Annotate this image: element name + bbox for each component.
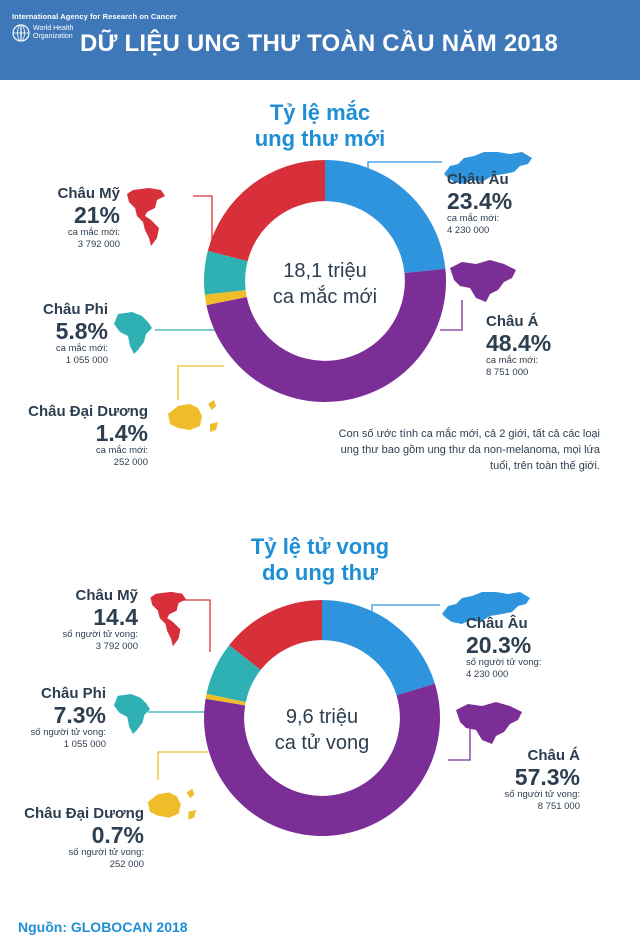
- mortality-europe-name: Châu Âu: [466, 615, 528, 632]
- incidence-asia-pct: 48.4%: [486, 330, 552, 356]
- incidence-africa-num: 1 055 000: [65, 355, 108, 366]
- incidence-label-asia: Châu Á 48.4% ca mắc mới: 8 751 000: [486, 312, 606, 379]
- oceania-map-icon: [147, 788, 197, 820]
- mortality-oceania-num: 252 000: [109, 859, 144, 870]
- oceania-map-icon: [168, 400, 218, 432]
- mortality-africa-name: Châu Phi: [40, 685, 106, 702]
- source-text: Nguồn: GLOBOCAN 2018: [18, 919, 188, 935]
- mortality-oceania-name: Châu Đại Dương: [24, 805, 144, 822]
- incidence-europe-pct: 23.4%: [447, 188, 513, 214]
- incidence-title-line2: ung thư mới: [254, 126, 386, 151]
- incidence-americas-name: Châu Mỹ: [57, 185, 120, 202]
- who-globe-logo: [12, 24, 30, 42]
- incidence-asia-leader: [440, 300, 463, 331]
- mortality-europe-num: 4 230 000: [466, 669, 509, 680]
- incidence-asia-name: Châu Á: [486, 313, 539, 330]
- mortality-slice-asia: [204, 683, 440, 836]
- incidence-center-line2: ca mắc mới: [272, 286, 378, 308]
- mortality-slice-oceania: [205, 693, 246, 706]
- incidence-label-oceania: Châu Đại Dương 1.4% ca mắc mới: 252 000: [8, 402, 148, 469]
- incidence-title-line1: Tỷ lệ mắc: [269, 100, 371, 125]
- americas-map-icon: [127, 188, 165, 246]
- incidence-oceania-name: Châu Đại Dương: [28, 403, 148, 420]
- incidence-slice-asia: [206, 268, 446, 402]
- incidence-label-europe: Châu Âu 23.4% ca mắc mới: 4 230 000: [447, 170, 567, 237]
- mortality-americas-num: 3 792 000: [95, 641, 138, 652]
- mortality-slice-europe: [322, 600, 435, 696]
- europe-map-icon: [444, 152, 532, 184]
- mortality-europe-pct: 20.3%: [466, 632, 532, 658]
- incidence-europe-sub: ca mắc mới:: [447, 213, 500, 224]
- incidence-slice-americas: [207, 160, 325, 262]
- mortality-asia-leader: [448, 722, 471, 761]
- mortality-europe-sub: số người tử vong:: [466, 657, 542, 668]
- mortality-slice-africa: [206, 645, 261, 702]
- incidence-label-africa: Châu Phi 5.8% ca mắc mới: 1 055 000: [8, 300, 108, 367]
- mortality-americas-pct: 14.4: [93, 604, 138, 630]
- mortality-label-oceania: Châu Đại Dương 0.7% số người tử vong: 25…: [4, 804, 144, 871]
- mortality-title: Tỷ lệ tử vong do ung thư: [200, 534, 440, 586]
- mortality-asia-name: Châu Á: [527, 747, 581, 764]
- incidence-asia-num: 8 751 000: [486, 367, 529, 378]
- asia-map-icon: [456, 702, 522, 744]
- mortality-slice-americas: [229, 600, 322, 670]
- incidence-oceania-num: 252 000: [113, 457, 148, 468]
- incidence-slice-oceania: [204, 290, 247, 306]
- mortality-asia-num: 8 751 000: [537, 801, 580, 812]
- mortality-center-line1: 9,6 triệu: [285, 706, 359, 728]
- mortality-donut-chart: [204, 600, 440, 836]
- incidence-americas-sub: ca mắc mới:: [67, 227, 120, 238]
- mortality-oceania-leader: [157, 751, 208, 780]
- mortality-title-line1: Tỷ lệ tử vong: [250, 534, 390, 559]
- mortality-africa-num: 1 055 000: [63, 739, 106, 750]
- incidence-slice-africa: [204, 250, 248, 295]
- mortality-label-asia: Châu Á 57.3% số người tử vong: 8 751 000: [470, 746, 580, 813]
- incidence-center-line1: 18,1 triệu: [283, 260, 367, 282]
- incidence-oceania-leader: [177, 365, 224, 400]
- africa-map-icon: [113, 694, 151, 734]
- mortality-center-line2: ca tử vong: [274, 732, 370, 754]
- europe-map-icon: [442, 592, 530, 624]
- org-name: International Agency for Research on Can…: [12, 12, 177, 21]
- mortality-americas-sub: số người tử vong:: [62, 629, 138, 640]
- mortality-label-americas: Châu Mỹ 14.4 số người tử vong: 3 792 000: [8, 586, 138, 653]
- incidence-asia-sub: ca mắc mới:: [486, 355, 539, 366]
- incidence-slice-europe: [325, 160, 446, 273]
- incidence-center-text: 18,1 triệu ca mắc mới: [245, 258, 405, 310]
- mortality-center-text: 9,6 triệu ca tử vong: [242, 704, 402, 756]
- mortality-asia-sub: số người tử vong:: [504, 789, 580, 800]
- mortality-africa-pct: 7.3%: [53, 702, 106, 728]
- incidence-europe-num: 4 230 000: [447, 225, 490, 236]
- asia-map-icon: [450, 260, 516, 302]
- incidence-label-americas: Châu Mỹ 21% ca mắc mới: 3 792 000: [20, 184, 120, 251]
- incidence-oceania-sub: ca mắc mới:: [95, 445, 148, 456]
- incidence-donut-chart: [204, 160, 446, 402]
- mortality-asia-pct: 57.3%: [514, 764, 580, 790]
- mortality-label-africa: Châu Phi 7.3% số người tử vong: 1 055 00…: [8, 684, 106, 751]
- incidence-title: Tỷ lệ mắc ung thư mới: [200, 100, 440, 152]
- incidence-africa-name: Châu Phi: [42, 301, 108, 318]
- incidence-americas-leader: [193, 195, 213, 240]
- mortality-africa-sub: số người tử vong:: [30, 727, 106, 738]
- who-name: World Health Organization: [33, 25, 74, 40]
- mortality-label-europe: Châu Âu 20.3% số người tử vong: 4 230 00…: [466, 614, 596, 681]
- incidence-africa-pct: 5.8%: [55, 318, 108, 344]
- incidence-europe-name: Châu Âu: [447, 171, 509, 188]
- incidence-americas-pct: 21%: [73, 202, 120, 228]
- africa-map-icon: [114, 312, 152, 354]
- incidence-africa-sub: ca mắc mới:: [55, 343, 108, 354]
- footnote-text: Con số ước tính ca mắc mới, cả 2 giới, t…: [338, 428, 600, 472]
- americas-map-icon: [150, 591, 186, 647]
- header-banner: International Agency for Research on Can…: [0, 0, 640, 80]
- mortality-oceania-sub: số người tử vong:: [68, 847, 144, 858]
- mortality-title-line2: do ung thư: [261, 560, 379, 585]
- mortality-americas-name: Châu Mỹ: [75, 587, 138, 604]
- page-title: DỮ LIỆU UNG THƯ TOÀN CẦU NĂM 2018: [80, 30, 559, 57]
- mortality-oceania-pct: 0.7%: [91, 822, 144, 848]
- incidence-oceania-pct: 1.4%: [95, 420, 148, 446]
- incidence-americas-num: 3 792 000: [77, 239, 120, 250]
